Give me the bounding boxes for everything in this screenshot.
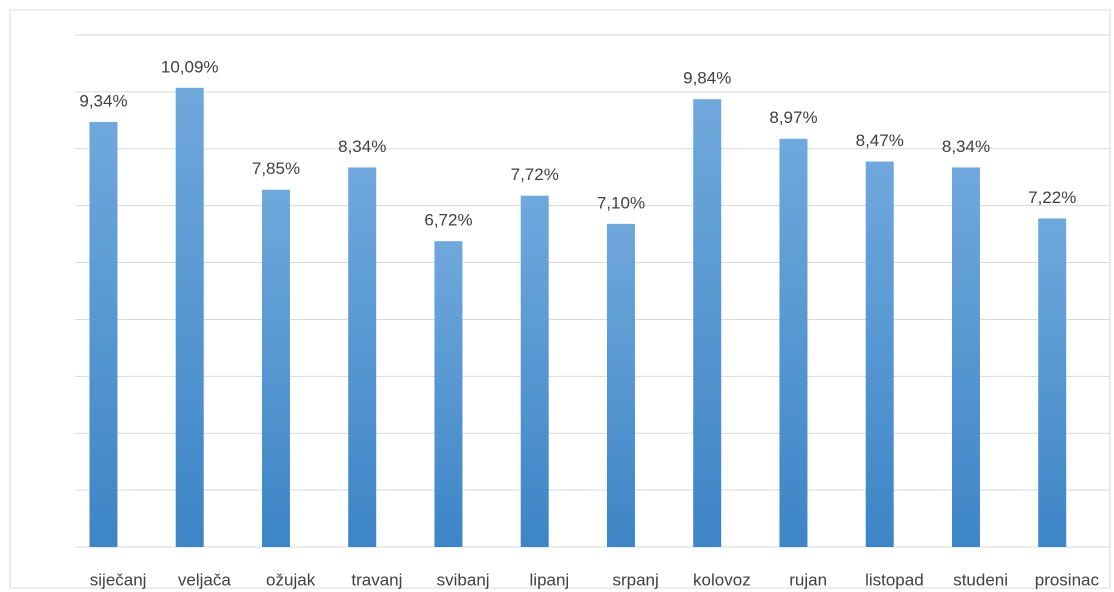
value-label: 7,72% (511, 165, 559, 184)
x-tick-label: siječanj (90, 570, 147, 589)
bar (606, 223, 635, 548)
bar (434, 241, 463, 547)
bar (865, 161, 894, 548)
x-tick-label: srpanj (612, 570, 658, 589)
bar (951, 167, 980, 548)
bar (261, 189, 290, 547)
value-label: 10,09% (161, 57, 219, 76)
x-tick-label: veljača (178, 570, 231, 589)
x-tick-label: rujan (789, 570, 827, 589)
x-tick-label: kolovoz (693, 570, 751, 589)
x-tick-label: lipanj (530, 570, 570, 589)
value-label: 8,47% (856, 131, 904, 150)
bar (348, 167, 377, 548)
value-label: 9,34% (79, 91, 127, 110)
bar (520, 195, 549, 547)
bar (175, 87, 204, 547)
value-label: 8,97% (769, 108, 817, 127)
value-label: 7,10% (597, 193, 645, 212)
value-label: 8,34% (338, 137, 386, 156)
value-label: 7,85% (252, 159, 300, 178)
x-tick-label: listopad (865, 570, 924, 589)
bar (779, 138, 808, 548)
bar (693, 99, 722, 548)
x-tick-label: prosinac (1035, 570, 1100, 589)
value-label: 6,72% (424, 211, 472, 230)
x-tick-label: ožujak (266, 570, 316, 589)
x-tick-label: svibanj (437, 570, 490, 589)
value-label: 8,34% (942, 137, 990, 156)
x-tick-label: travanj (351, 570, 402, 589)
x-tick-label: studeni (953, 570, 1008, 589)
bar (89, 121, 118, 548)
value-label: 9,84% (683, 69, 731, 88)
bar (1038, 218, 1067, 547)
chart-frame (9, 9, 1111, 589)
value-label: 7,22% (1028, 188, 1076, 207)
